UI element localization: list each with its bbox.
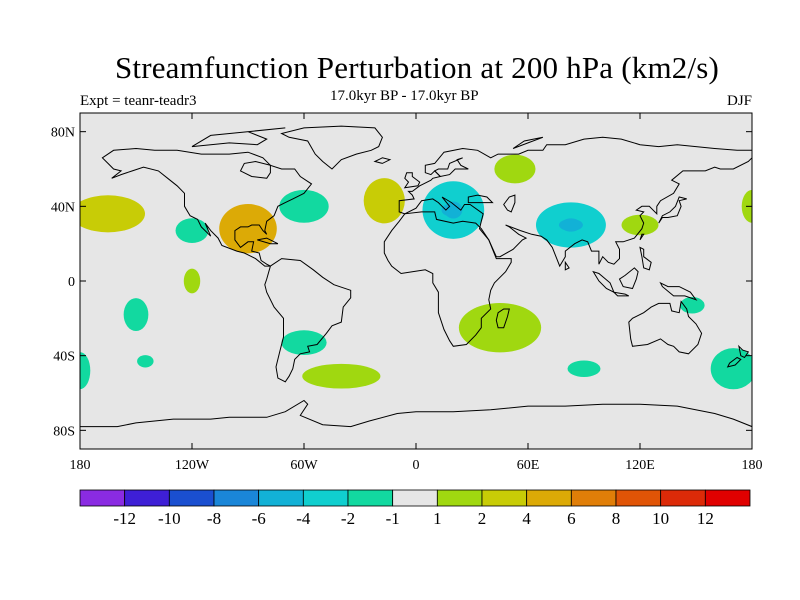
colorbar-label: -6 bbox=[252, 509, 266, 528]
y-tick-label: 80N bbox=[51, 126, 75, 141]
anomaly-inner-core-2 bbox=[378, 195, 391, 206]
x-tick-label: 180 bbox=[742, 458, 763, 473]
colorbar-label: 1 bbox=[433, 509, 442, 528]
coastline-philippines bbox=[639, 246, 652, 271]
anomaly-negative-18 bbox=[80, 352, 91, 390]
colorbar-swatch bbox=[660, 489, 706, 507]
colorbar-swatch bbox=[168, 489, 215, 507]
anomaly-negative-5 bbox=[123, 298, 149, 332]
coastline-north-america bbox=[101, 147, 313, 267]
colorbar-label: -10 bbox=[158, 509, 181, 528]
coastline-novaya bbox=[512, 136, 544, 149]
anomaly-inner-core-0 bbox=[240, 224, 256, 237]
coastline-south-america bbox=[264, 258, 352, 383]
colorbar-swatch bbox=[704, 489, 751, 507]
colorbar-swatch bbox=[124, 489, 170, 507]
anomaly-negative-15 bbox=[567, 360, 601, 377]
anomaly-inner-core-1 bbox=[99, 208, 117, 219]
coastline-layer bbox=[80, 125, 752, 428]
colorbar-swatch bbox=[213, 489, 260, 507]
anomaly-positive-8 bbox=[302, 363, 381, 389]
x-tick-label: 180 bbox=[70, 458, 91, 473]
y-tick-label: 40S bbox=[53, 350, 75, 365]
anomaly-negative-16 bbox=[679, 297, 705, 314]
coastline-australia bbox=[628, 300, 703, 355]
anomaly-negative-17 bbox=[710, 348, 752, 390]
anomaly-inner-core-4 bbox=[441, 204, 458, 217]
coastline-hudson bbox=[239, 160, 271, 179]
coastline-sri-lanka bbox=[564, 260, 570, 271]
colorbar-swatch bbox=[570, 489, 617, 507]
coastline-new-zealand-s bbox=[726, 356, 742, 368]
anomaly-positive-11 bbox=[494, 154, 536, 184]
y-tick-label: 0 bbox=[68, 275, 75, 290]
x-tick-label: 120W bbox=[175, 458, 210, 473]
colorbar-swatch bbox=[436, 489, 483, 507]
colorbar-swatch bbox=[258, 489, 304, 507]
colorbar-label: 12 bbox=[697, 509, 714, 528]
anomaly-positive-13 bbox=[621, 214, 659, 236]
axis-layer: 180 120W 60W 0 60E 120E 180 80N 40N 0 40S 80S bbox=[51, 113, 763, 473]
colorbar-label: -12 bbox=[113, 509, 136, 528]
plot-background bbox=[80, 113, 752, 449]
coastline-madagascar bbox=[495, 308, 510, 329]
anomaly-negative-1 bbox=[175, 218, 209, 243]
colorbar-label: -1 bbox=[386, 509, 400, 528]
coastline-greenland bbox=[280, 125, 383, 170]
coastline-antarctica bbox=[80, 399, 752, 428]
colorbar-label: -8 bbox=[207, 509, 221, 528]
coastline-new-zealand-n bbox=[738, 344, 750, 359]
colorbar-label: 8 bbox=[612, 509, 621, 528]
coastline-africa bbox=[383, 211, 512, 347]
anomaly-negative-7 bbox=[281, 330, 327, 355]
colorbar-label: 2 bbox=[478, 509, 487, 528]
colorbar-swatch bbox=[347, 489, 394, 507]
y-tick-label: 40N bbox=[51, 200, 75, 215]
colorbar-label: 6 bbox=[567, 509, 576, 528]
x-tick-label: 60W bbox=[290, 458, 318, 473]
colorbar-swatch bbox=[79, 489, 126, 507]
coastline-arctic-isles bbox=[191, 127, 286, 148]
coastline-baltic bbox=[433, 157, 469, 178]
coastline-iceland bbox=[373, 157, 392, 164]
x-tick-label: 60E bbox=[517, 458, 540, 473]
colorbar-swatch bbox=[302, 489, 349, 507]
colorbar-label: 4 bbox=[522, 509, 531, 528]
anomaly-inner-core-3 bbox=[558, 219, 583, 231]
anomaly-positive-4 bbox=[183, 268, 201, 294]
colorbar-label: 10 bbox=[652, 509, 669, 528]
x-tick-label: 120E bbox=[625, 458, 655, 473]
colorbar-swatch bbox=[615, 489, 662, 507]
coastline-borneo bbox=[618, 267, 639, 290]
coastline-indonesia-b bbox=[612, 291, 630, 297]
season-label: DJF bbox=[726, 93, 752, 109]
coastline-britain bbox=[403, 172, 421, 189]
colorbar-swatch bbox=[526, 489, 572, 507]
anomaly-negative-6 bbox=[137, 355, 154, 368]
chart-title: Streamfunction Perturbation at 200 hPa (… bbox=[114, 50, 720, 85]
coastline-cuba bbox=[257, 237, 279, 245]
colorbar: -12 -10 -8 -6 -4 -2 -1 1 2 4 6 8 10 12 bbox=[79, 489, 751, 528]
colorbar-label: -2 bbox=[341, 509, 355, 528]
colorbar-swatch bbox=[481, 489, 528, 507]
coastline-taiwan bbox=[639, 233, 645, 241]
period-label: 17.0kyr BP - 17.0kyr BP bbox=[330, 88, 479, 104]
anomaly-negative-3 bbox=[279, 189, 329, 223]
coastline-japan bbox=[658, 196, 687, 224]
coastline-black-sea bbox=[467, 194, 494, 204]
coastline-caspian bbox=[503, 194, 516, 213]
y-tick-label: 80S bbox=[53, 424, 75, 439]
coastline-new-guinea bbox=[659, 281, 698, 301]
x-tick-label: 0 bbox=[413, 458, 420, 473]
colorbar-label: -4 bbox=[296, 509, 311, 528]
experiment-label: Expt = teanr-teadr3 bbox=[80, 93, 197, 109]
colorbar-swatch bbox=[392, 489, 438, 507]
